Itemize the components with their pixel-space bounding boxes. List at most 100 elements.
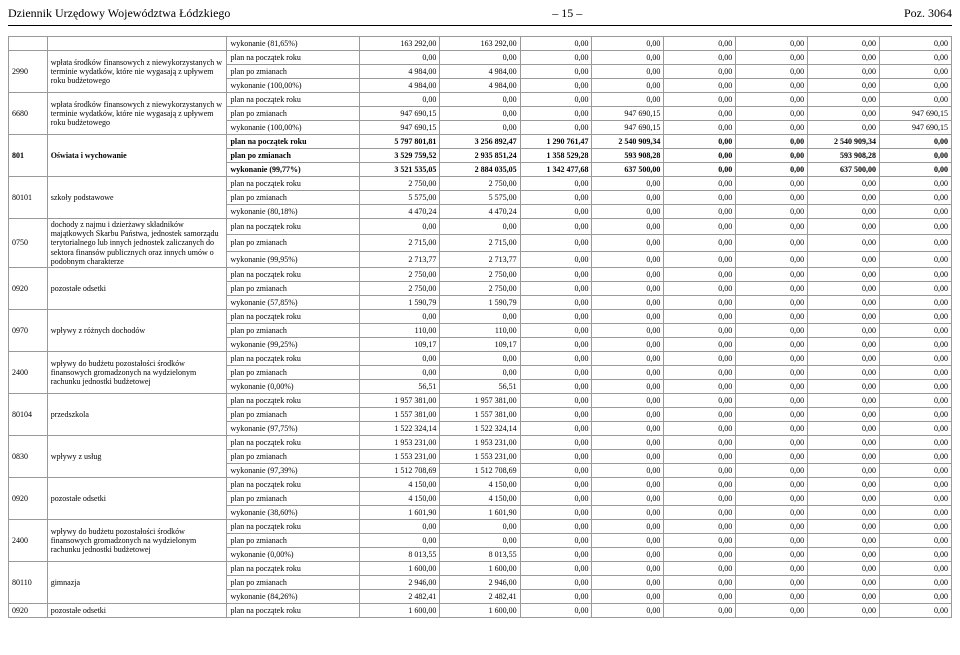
value-cell: 2 482,41 [440,589,520,603]
label-cell: wykonanie (80,18%) [227,205,360,219]
value-cell: 0,00 [592,449,664,463]
value-cell: 0,00 [736,407,808,421]
value-cell: 0,00 [808,219,880,235]
value-cell: 0,00 [736,37,808,51]
value-cell: 0,00 [736,295,808,309]
value-cell: 4 984,00 [440,65,520,79]
value-cell: 1 342 477,68 [520,163,592,177]
value-cell: 0,00 [520,561,592,575]
value-cell: 0,00 [440,351,520,365]
value-cell: 0,00 [520,79,592,93]
value-cell: 0,00 [592,251,664,267]
value-cell: 0,00 [664,149,736,163]
label-cell: plan na początek roku [227,267,360,281]
table-row: 801Oświata i wychowanieplan na początek … [9,135,952,149]
value-cell: 2 750,00 [440,267,520,281]
label-cell: plan na początek roku [227,603,360,617]
value-cell: 4 984,00 [440,79,520,93]
value-cell: 2 750,00 [440,177,520,191]
description-cell: pozostałe odsetki [47,267,227,309]
value-cell: 2 946,00 [360,575,440,589]
table-row: 2400wpływy do budżetu pozostałości środk… [9,351,952,365]
value-cell: 0,00 [520,533,592,547]
value-cell: 0,00 [880,533,952,547]
label-cell: plan na początek roku [227,309,360,323]
value-cell: 1 512 708,69 [360,463,440,477]
value-cell: 0,00 [664,393,736,407]
value-cell: 0,00 [664,337,736,351]
table-row: 0830wpływy z usługplan na początek roku1… [9,435,952,449]
value-cell: 0,00 [520,65,592,79]
value-cell: 1 553 231,00 [440,449,520,463]
value-cell: 4 150,00 [360,477,440,491]
label-cell: plan po zmianach [227,407,360,421]
value-cell: 0,00 [592,79,664,93]
value-cell: 0,00 [736,533,808,547]
value-cell: 0,00 [664,219,736,235]
value-cell: 0,00 [592,323,664,337]
value-cell: 2 884 035,05 [440,163,520,177]
value-cell: 109,17 [360,337,440,351]
table-row: 0920pozostałe odsetkiplan na początek ro… [9,267,952,281]
value-cell: 0,00 [664,561,736,575]
code-cell: 0750 [9,219,48,268]
value-cell: 0,00 [520,575,592,589]
value-cell: 0,00 [592,379,664,393]
value-cell: 0,00 [880,219,952,235]
value-cell: 0,00 [664,449,736,463]
value-cell: 0,00 [808,191,880,205]
value-cell: 0,00 [808,561,880,575]
value-cell: 0,00 [736,463,808,477]
code-cell: 2990 [9,51,48,93]
value-cell: 0,00 [592,547,664,561]
value-cell: 0,00 [808,477,880,491]
value-cell: 0,00 [592,407,664,421]
value-cell: 0,00 [736,603,808,617]
value-cell: 0,00 [520,295,592,309]
value-cell: 110,00 [440,323,520,337]
header-page-number: – 15 – [230,6,904,21]
value-cell: 0,00 [880,191,952,205]
value-cell: 0,00 [520,267,592,281]
value-cell: 0,00 [592,295,664,309]
description-cell: szkoły podstawowe [47,177,227,219]
table-row: 80101szkoły podstawoweplan na początek r… [9,177,952,191]
value-cell: 2 715,00 [360,235,440,251]
value-cell: 0,00 [664,323,736,337]
code-cell: 80110 [9,561,48,603]
value-cell: 0,00 [664,121,736,135]
value-cell: 0,00 [736,435,808,449]
value-cell: 0,00 [592,219,664,235]
value-cell: 0,00 [520,603,592,617]
value-cell: 0,00 [360,51,440,65]
value-cell: 0,00 [736,93,808,107]
value-cell: 0,00 [880,477,952,491]
value-cell: 0,00 [736,163,808,177]
value-cell: 0,00 [880,449,952,463]
value-cell: 0,00 [360,351,440,365]
value-cell: 0,00 [520,191,592,205]
label-cell: plan po zmianach [227,323,360,337]
value-cell: 0,00 [808,309,880,323]
value-cell: 4 984,00 [360,79,440,93]
value-cell: 0,00 [808,281,880,295]
value-cell: 56,51 [440,379,520,393]
label-cell: wykonanie (99,25%) [227,337,360,351]
value-cell: 0,00 [880,421,952,435]
value-cell: 0,00 [592,191,664,205]
value-cell: 0,00 [808,603,880,617]
value-cell: 0,00 [808,491,880,505]
code-cell: 0920 [9,603,48,617]
value-cell: 0,00 [808,519,880,533]
value-cell: 0,00 [808,295,880,309]
value-cell: 0,00 [736,107,808,121]
label-cell: wykonanie (97,39%) [227,463,360,477]
label-cell: wykonanie (38,60%) [227,505,360,519]
value-cell: 1 557 381,00 [360,407,440,421]
value-cell: 8 013,55 [360,547,440,561]
value-cell: 0,00 [736,561,808,575]
value-cell: 0,00 [880,267,952,281]
value-cell: 0,00 [880,463,952,477]
value-cell: 0,00 [880,163,952,177]
value-cell: 0,00 [520,365,592,379]
